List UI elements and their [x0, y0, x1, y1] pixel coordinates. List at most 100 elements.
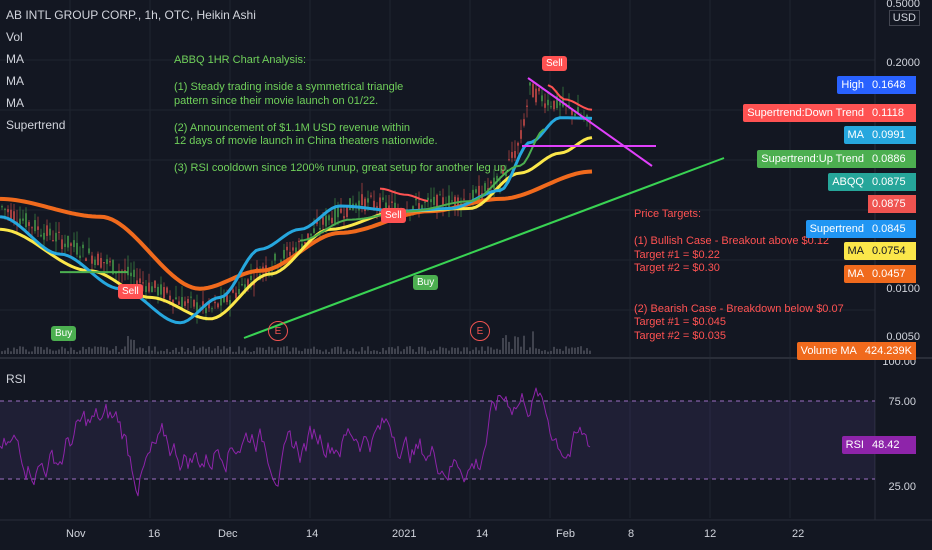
volume-bar [304, 348, 306, 354]
volume-bar [373, 350, 375, 354]
candle-body [31, 227, 33, 229]
candle-body [268, 269, 270, 274]
sell-signal-1[interactable]: Sell [118, 284, 143, 299]
earnings-marker-1[interactable]: E [268, 321, 288, 341]
volume-bar [172, 349, 174, 354]
candle-body [325, 215, 327, 227]
candle-body [364, 198, 366, 212]
candle-body [37, 226, 39, 230]
rsi-pane-label[interactable]: RSI [6, 372, 27, 386]
buy-signal-1[interactable]: Buy [51, 326, 77, 341]
volume-bar [298, 350, 300, 354]
legend-ma-3[interactable]: MA [6, 96, 24, 110]
candle-body [223, 295, 225, 303]
candle-body [166, 287, 168, 293]
volume-bar [475, 347, 477, 354]
volume-bar [4, 350, 6, 354]
badge-supertrend: Supertrend 0.0845 [805, 220, 916, 238]
volume-bar [214, 348, 216, 354]
candle-body [436, 194, 438, 212]
volume-bar [334, 347, 336, 354]
volume-bar [1, 351, 3, 354]
badge-rsi: RSI 48.42 [841, 436, 916, 454]
candle-body [382, 197, 384, 200]
supertrend-up-segment-2 [299, 128, 545, 242]
volume-bar [7, 347, 9, 354]
legend-ma-1[interactable]: MA [6, 52, 24, 66]
candle-body [337, 205, 339, 218]
volume-bar [361, 347, 363, 354]
volume-bar [319, 349, 321, 354]
currency-label[interactable]: USD [888, 10, 920, 26]
sell-signal-2[interactable]: Sell [381, 208, 406, 223]
candle-body [310, 233, 312, 236]
candle-body [328, 215, 330, 221]
candle-body [163, 287, 165, 299]
volume-bar [130, 339, 132, 354]
volume-bar [541, 350, 543, 354]
candle-body [139, 278, 141, 283]
legend-ma-2[interactable]: MA [6, 74, 24, 88]
chart-title: AB INTL GROUP CORP., 1h, OTC, Heikin Ash… [6, 8, 256, 22]
volume-bar [181, 346, 183, 354]
volume-bar [499, 349, 501, 354]
candle-body [424, 201, 426, 203]
volume-bar [61, 346, 63, 354]
candle-body [46, 225, 48, 236]
sell-signal-3[interactable]: Sell [542, 56, 567, 71]
x-tick-14b: 14 [476, 528, 489, 540]
volume-bar [208, 346, 210, 354]
candle-body [304, 241, 306, 244]
volume-bar [514, 336, 516, 354]
volume-bar [229, 346, 231, 354]
candle-body [316, 221, 318, 224]
candle-body [550, 106, 552, 108]
volume-bar [484, 350, 486, 354]
candle-body [451, 200, 453, 202]
volume-bar [487, 346, 489, 354]
volume-bar [85, 349, 87, 354]
candle-body [256, 267, 258, 270]
buy-signal-2[interactable]: Buy [413, 275, 439, 290]
candle-body [82, 244, 84, 249]
candle-body [55, 232, 57, 242]
candle-body [433, 196, 435, 205]
candle-body [553, 100, 555, 110]
candle-body [154, 280, 156, 288]
legend-supertrend[interactable]: Supertrend [6, 118, 66, 132]
volume-bar [190, 350, 192, 354]
volume-bar [283, 346, 285, 354]
candle-body [19, 218, 21, 225]
candle-body [70, 243, 72, 246]
candle-body [322, 217, 324, 225]
candle-body [313, 228, 315, 233]
volume-bar [364, 350, 366, 354]
volume-bar [550, 350, 552, 354]
price-targets-annotation: Price Targets: (1) Bullish Case - Breako… [634, 208, 844, 342]
badge-ma-mid: MA 0.0754 [843, 242, 916, 260]
candle-body [4, 208, 6, 210]
candle-body [196, 302, 198, 313]
volume-bar [76, 351, 78, 354]
candle-body [73, 240, 75, 248]
volume-bar [382, 347, 384, 354]
legend-vol[interactable]: Vol [6, 30, 23, 44]
volume-bar [490, 347, 492, 354]
volume-bar [178, 351, 180, 354]
candle-body [544, 103, 546, 108]
volume-bar [232, 351, 234, 354]
volume-bar [469, 351, 471, 354]
volume-bar [223, 346, 225, 354]
earnings-marker-2[interactable]: E [470, 321, 490, 341]
candle-body [349, 198, 351, 211]
volume-bar [577, 347, 579, 354]
candle-body [295, 247, 297, 255]
candle-body [181, 297, 183, 308]
volume-bar [439, 346, 441, 354]
volume-bar [247, 351, 249, 354]
candle-body [91, 255, 93, 264]
candle-body [238, 289, 240, 295]
candle-body [127, 266, 129, 276]
candle-body [511, 152, 513, 158]
